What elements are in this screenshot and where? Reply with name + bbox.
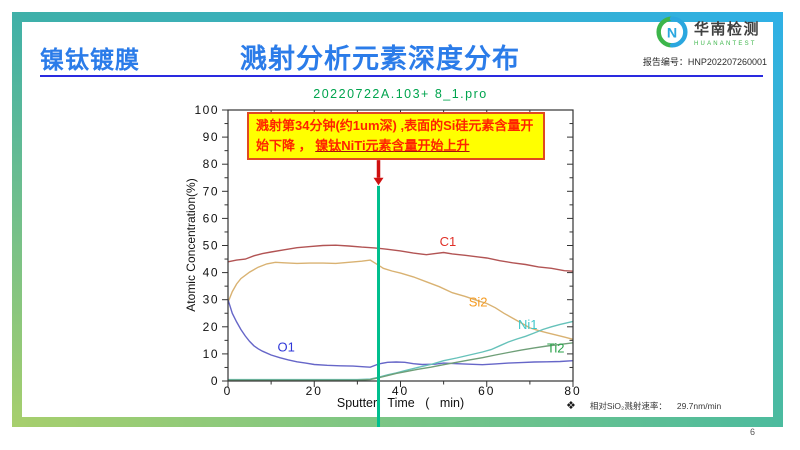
diamond-bullet-icon: ❖ bbox=[566, 400, 576, 412]
series-line-C1 bbox=[227, 244, 574, 272]
series-label-Ni1: Ni1 bbox=[518, 317, 538, 332]
series-label-C1: C1 bbox=[440, 234, 457, 249]
series-line-Si2 bbox=[227, 259, 574, 340]
series-label-Si2: Si2 bbox=[469, 294, 488, 309]
annotation-line-1: 溅射第34分钟(约1um深) ,表面的Si硅元素含量开 bbox=[256, 118, 534, 133]
sputter-rate-note: ❖ 相对SiO₂溅射速率： 29.7nm/min bbox=[566, 399, 721, 412]
sputter-rate-value: 29.7nm/min bbox=[676, 400, 722, 411]
y-tick-label: 0 bbox=[211, 374, 219, 388]
y-tick-label: 90 bbox=[203, 130, 219, 144]
frame-left-bar bbox=[12, 12, 22, 427]
series-label-Ti2: Ti2 bbox=[547, 341, 565, 356]
report-number: 报告编号：HNP202207260001 bbox=[642, 57, 767, 67]
company-name: 华南检测 bbox=[694, 21, 761, 39]
y-tick-label: 30 bbox=[203, 293, 219, 307]
y-axis-label: Atomic Concentration(%) bbox=[184, 178, 198, 312]
company-logo-icon: N bbox=[656, 16, 688, 53]
slide-subtitle: 镍钛镀膜 bbox=[40, 47, 140, 74]
y-tick-label: 100 bbox=[194, 103, 219, 117]
chart-title: 20220722A.103+ 8_1.pro bbox=[313, 87, 488, 101]
svg-text:N: N bbox=[667, 25, 677, 41]
y-tick-label: 10 bbox=[203, 347, 219, 361]
page-number: 6 bbox=[750, 427, 756, 437]
annotation-line-2: 始下降 ， 镍钛NiTi元素含量开始上升 bbox=[256, 138, 470, 154]
annotation-callout: 溅射第34分钟(约1um深) ,表面的Si硅元素含量开 始下降 ， 镍钛NiTi… bbox=[247, 112, 545, 161]
x-axis-label: Sputter Time ( min) bbox=[336, 396, 465, 410]
y-tick-label: 80 bbox=[203, 157, 219, 171]
series-line-Ti2 bbox=[228, 342, 574, 381]
y-tick-label: 70 bbox=[203, 184, 219, 198]
series-line-Ni1 bbox=[228, 320, 574, 381]
page-title: 溅射分析元素深度分布 bbox=[240, 44, 520, 74]
y-tick-label: 50 bbox=[203, 239, 219, 253]
frame-bottom-bar bbox=[12, 417, 783, 427]
company-logo: N 华南检测 HUANANTEST bbox=[656, 16, 760, 53]
annotation-arrow-head bbox=[373, 177, 384, 186]
sputter-rate-label: 相对SiO₂溅射速率： bbox=[589, 400, 667, 411]
y-tick-label: 60 bbox=[203, 211, 219, 225]
series-label-O1: O1 bbox=[278, 340, 295, 355]
title-underline bbox=[40, 75, 763, 77]
company-name-en: HUANANTEST bbox=[694, 40, 757, 47]
series-line-O1 bbox=[227, 299, 574, 368]
y-tick-label: 20 bbox=[203, 320, 219, 334]
frame-right-bar bbox=[773, 12, 783, 427]
y-tick-label: 40 bbox=[203, 266, 219, 280]
frame-top-bar bbox=[12, 12, 783, 22]
